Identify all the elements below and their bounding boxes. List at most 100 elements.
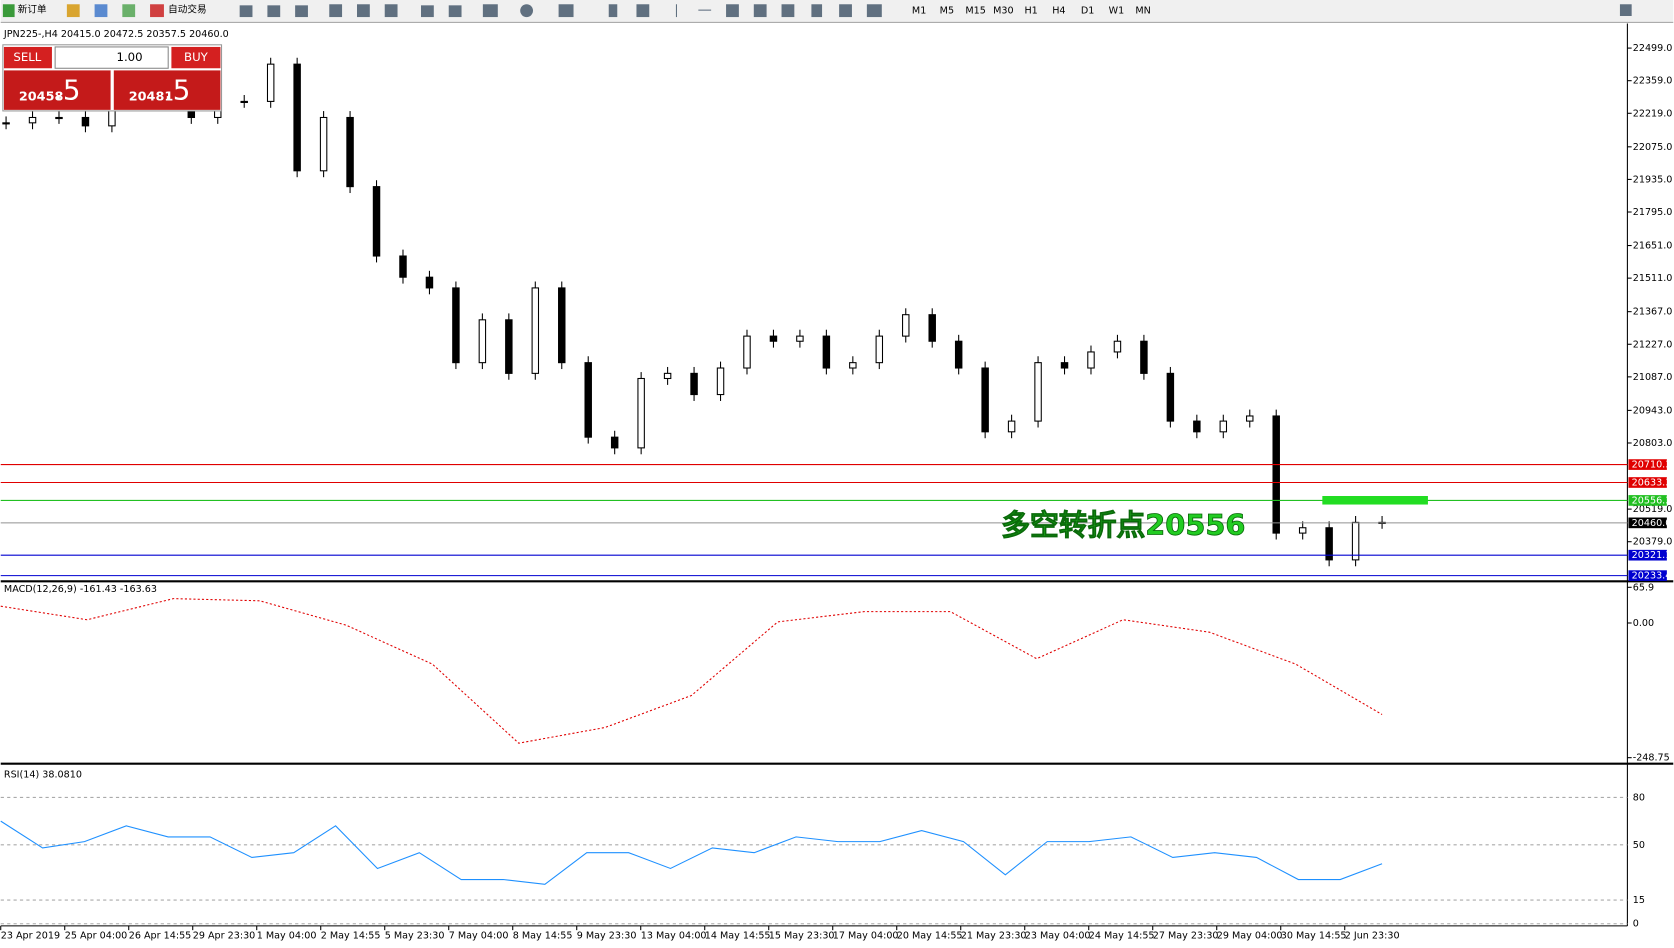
timeframe[interactable]: H1 (1024, 6, 1037, 17)
new-order[interactable]: 新订单 (18, 4, 47, 16)
icon[interactable] (357, 4, 370, 18)
icon[interactable] (421, 5, 434, 18)
price-tick-label: 20943.0 (1633, 405, 1673, 416)
time-label: 17 May 04:00 (833, 930, 899, 941)
candle-body (796, 335, 804, 342)
price-panel: 22499.0 22359.0 22219.0 22075.0 21935.0 21795… (0, 43, 1673, 582)
icon[interactable] (811, 4, 823, 18)
icon[interactable] (448, 5, 462, 18)
icon[interactable] (94, 4, 108, 18)
icon[interactable] (329, 4, 343, 18)
ask-price[interactable]: 20481 (129, 90, 174, 105)
icon[interactable] (267, 5, 281, 18)
bid-fraction[interactable]: .5 (54, 74, 80, 107)
time-label: 24 May 14:55 (1089, 930, 1155, 941)
trade-panel: SELL 1.00 BUY 20458 .5 20481 .5 (2, 44, 223, 112)
candle-body (399, 255, 407, 278)
candle-body (1246, 415, 1254, 422)
rsi-header: RSI(14) 38.0810 (4, 769, 82, 780)
level-label: 20556.3 (1632, 495, 1672, 506)
candle-body (425, 276, 434, 289)
buy-button[interactable] (171, 46, 221, 69)
search-icon[interactable] (1619, 4, 1632, 17)
icon[interactable] (726, 4, 739, 18)
candle-body (822, 335, 831, 369)
candle-body (452, 287, 460, 364)
icon[interactable] (122, 4, 136, 18)
icon[interactable] (384, 4, 398, 18)
time-label: 27 May 23:30 (1153, 930, 1219, 941)
time-label: 15 May 23:30 (769, 930, 835, 941)
auto-trading[interactable]: 自动交易 (168, 4, 206, 16)
auto-trading-icon[interactable] (150, 4, 164, 18)
icon[interactable] (66, 4, 80, 18)
candle-body (1272, 415, 1280, 534)
lots-input[interactable] (54, 46, 169, 69)
candle-body (716, 367, 725, 396)
candle-body (1351, 521, 1360, 561)
timeframe[interactable]: W1 (1109, 6, 1125, 17)
level-label: 20321.1 (1632, 550, 1672, 561)
pivot-marker (1322, 496, 1428, 505)
candle-body (1298, 527, 1307, 534)
timeframe[interactable]: D1 (1081, 6, 1094, 17)
ask-fraction[interactable]: .5 (164, 74, 190, 107)
macd-header: MACD(12,26,9) -161.43 -163.63 (4, 584, 157, 595)
price-tick-label: 21795.0 (1633, 207, 1673, 218)
time-label: 29 Apr 23:30 (193, 930, 256, 941)
candle-body (1325, 527, 1333, 561)
timeframe[interactable]: H4 (1052, 6, 1065, 17)
time-label: 26 Apr 14:55 (129, 930, 192, 941)
icon[interactable] (608, 4, 618, 18)
price-tick-label: 21227.0 (1633, 339, 1673, 350)
icon[interactable] (295, 5, 308, 18)
rsi-tick-label: 50 (1633, 840, 1645, 851)
icon[interactable] (558, 4, 574, 18)
sell-label[interactable]: SELL (13, 50, 41, 64)
sell-button[interactable] (3, 46, 52, 69)
time-label: 7 May 04:00 (449, 930, 509, 941)
rsi-line (0, 820, 1383, 885)
icon[interactable] (675, 4, 677, 18)
candle-body (55, 116, 63, 120)
level-label-bg (1628, 517, 1667, 529)
time-label: 30 May 14:55 (1281, 930, 1347, 941)
candle-body (902, 314, 910, 337)
time-label: 29 May 04:00 (1217, 930, 1283, 941)
macd-tick-label: -248.75 (1633, 753, 1670, 764)
price-tick-label: 20803.0 (1633, 438, 1673, 449)
time-label: 14 May 14:55 (705, 930, 771, 941)
timeframe[interactable]: M15 (965, 6, 986, 17)
macd-tick-label: 0.00 (1633, 618, 1654, 629)
bid-box[interactable] (3, 70, 111, 110)
icon[interactable] (753, 4, 767, 18)
timeframe[interactable]: M1 (912, 6, 926, 17)
price-tick-label: 21087.0 (1633, 372, 1673, 383)
level-label-bg (1628, 495, 1667, 506)
new-order-icon[interactable] (2, 4, 15, 18)
ask-box[interactable] (113, 70, 221, 110)
timeframe[interactable]: M30 (993, 6, 1014, 17)
candle-body (743, 335, 751, 369)
icon[interactable] (698, 9, 712, 11)
icon[interactable] (839, 4, 852, 18)
time-label: 1 May 04:00 (257, 930, 317, 941)
lots-value[interactable]: 1.00 (117, 50, 143, 64)
rsi-tick-label: 0 (1633, 919, 1639, 930)
bid-price[interactable]: 20458 (19, 90, 64, 105)
icon[interactable] (866, 4, 882, 18)
icon[interactable] (482, 4, 498, 18)
icon[interactable] (239, 5, 253, 18)
timeframe[interactable]: MN (1135, 6, 1150, 17)
time-label: 21 May 23:30 (961, 930, 1027, 941)
candle-body (1219, 420, 1228, 433)
icon[interactable] (520, 4, 533, 18)
candle-body (610, 436, 619, 449)
buy-label[interactable]: BUY (184, 50, 209, 64)
timeframe[interactable]: M5 (940, 6, 954, 17)
icon[interactable] (781, 4, 795, 18)
time-label: 9 May 23:30 (577, 930, 637, 941)
candle-body (28, 116, 37, 124)
level-label-bg (1628, 477, 1667, 488)
icon[interactable] (636, 4, 650, 18)
